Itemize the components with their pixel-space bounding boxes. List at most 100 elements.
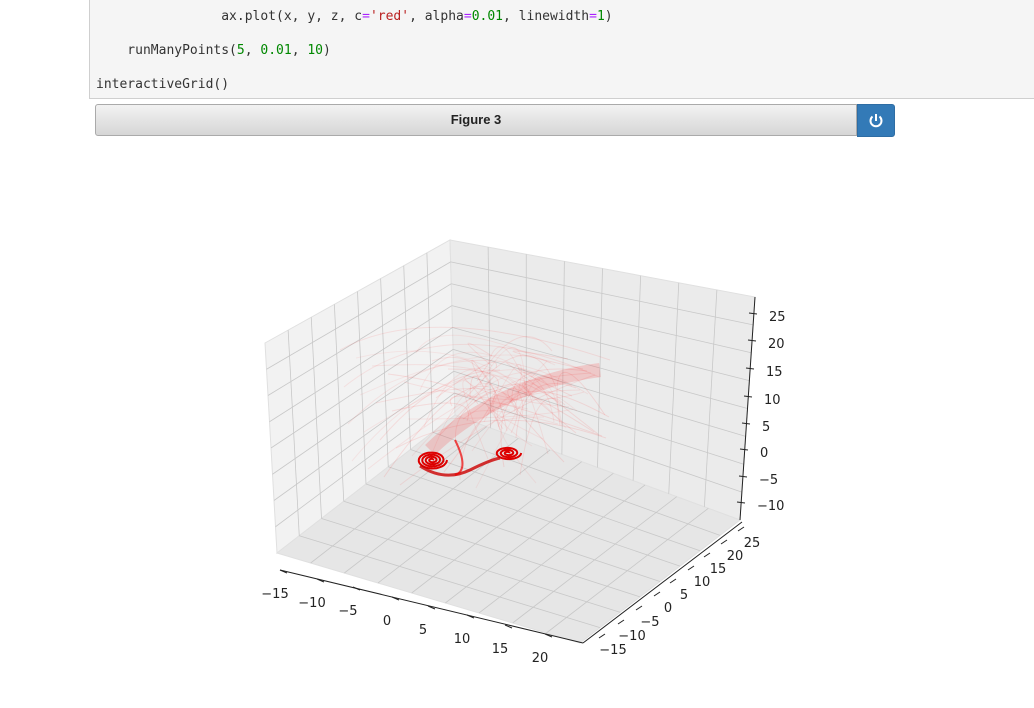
trajectory [383,385,490,478]
grid-line [299,535,601,629]
trajectory [556,371,606,426]
grid-line [275,392,455,528]
trajectory [419,351,541,391]
tick [736,501,746,504]
grid-line [451,305,750,382]
code-token: ) [323,43,331,58]
trajectory [521,383,577,434]
trajectory [463,376,570,408]
grid-line [432,431,721,536]
x-tick-label: 10 [454,632,471,647]
trajectory [343,343,600,388]
trajectory [419,456,501,477]
trajectory [339,326,611,361]
trajectory [496,392,537,484]
trajectory [499,379,541,411]
trajectory [495,446,523,461]
tick [741,422,751,425]
trajectory [462,380,504,460]
code-token: ax.plot(x, y, z, c [96,9,363,24]
tick [279,569,288,574]
code-line: runManyPoints(5, 0.01, 10) [96,42,331,59]
z-tick-label: 0 [760,446,768,461]
axis-line [279,569,584,644]
grid-line [365,483,661,582]
trajectory [497,416,545,428]
tick [653,591,661,597]
code-token: = [463,9,472,24]
code-token: = [589,9,597,24]
axis-line [582,521,743,644]
trajectory [447,368,499,420]
tick [635,605,643,611]
x-tick-label: −15 [261,587,288,602]
tick [687,565,695,571]
y-tick-label: −15 [599,643,626,658]
tick [544,633,553,638]
trajectory [454,439,464,476]
trajectory [467,410,559,425]
grid-line [310,426,487,564]
z-tick-label: 25 [769,310,786,325]
power-icon [869,114,883,128]
grid-line [512,496,677,624]
trajectory [487,402,544,440]
grid-line [273,370,454,501]
grid-line [272,349,454,475]
tick [743,395,753,398]
code-token: ) [604,9,613,24]
tick [669,578,677,584]
y-tick-label: −10 [618,629,645,644]
trajectory [475,377,537,489]
x-tick-label: 20 [532,651,549,666]
tick [703,552,711,558]
trajectory [435,361,497,399]
code-token: 0.01 [471,9,504,24]
y-tick-label: 20 [727,549,744,564]
tick [466,614,475,619]
trajectory [351,375,578,462]
trajectory [512,350,584,370]
code-token: , alpha [409,9,464,24]
trajectory [507,388,595,463]
trajectory [439,376,494,436]
trajectory [479,347,526,396]
y-tick-label: −5 [640,615,659,630]
trajectory [411,372,563,457]
tick [598,633,606,639]
trajectory [407,408,574,420]
x-tick-label: 0 [383,614,391,629]
grid-line [546,508,709,634]
grid-line [343,500,641,598]
trajectory [500,390,610,468]
trajectory [425,363,601,455]
code-token: runManyPoints( [96,43,237,58]
x-tick-label: 15 [492,642,509,657]
figure-header: Figure 3 [95,104,857,136]
tick [720,539,728,545]
close-figure-button[interactable] [857,104,895,137]
grid-line [411,461,582,594]
trajectory [375,388,518,434]
grid-line [453,348,746,437]
tick [391,596,400,601]
code-token: , [244,43,261,58]
trajectory [427,383,519,465]
trajectory [471,360,548,452]
x-tick-label: 5 [419,623,427,638]
grid-line [450,261,754,326]
trajectory [483,363,522,423]
trajectory [492,375,533,447]
code-cell[interactable]: x, y, z = solve(pos, r, dt, rungekutta) … [89,0,1034,99]
trajectory [467,342,493,367]
z-tick-label: 20 [768,337,785,352]
tick [352,586,361,591]
trajectory [371,364,524,417]
x-tick-label: −5 [338,604,357,619]
trajectory [449,395,603,437]
grid-line [321,518,621,613]
grid-line [454,392,743,493]
trajectory [347,359,589,425]
code-token: , [291,43,308,58]
